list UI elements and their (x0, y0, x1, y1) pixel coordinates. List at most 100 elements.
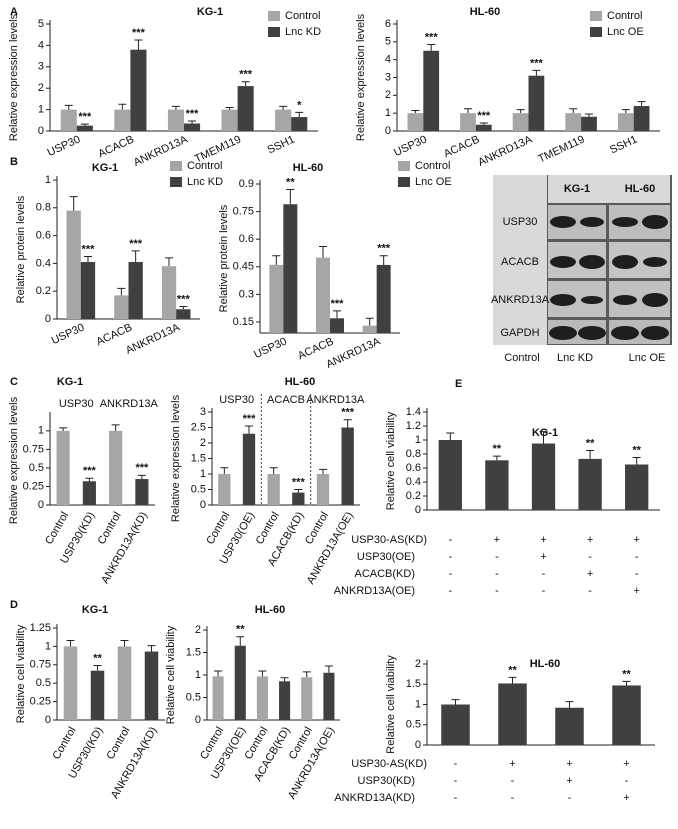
condition-mark: - (542, 568, 546, 580)
legend-swatch (590, 11, 602, 21)
blot-lane-label: Lnc KD (557, 352, 593, 364)
bar (90, 670, 105, 720)
bar (117, 646, 132, 720)
y-tick-label: 1 (45, 174, 51, 186)
blot-header: KG-1 (564, 183, 590, 195)
error-bar (379, 255, 388, 265)
y-tick-label: 0.4 (406, 476, 421, 488)
y-tick-label: 0.3 (239, 288, 254, 300)
y-tick-label: 5 (38, 18, 44, 30)
blot-row-label: ANKRD13A (491, 294, 550, 306)
bar (625, 464, 649, 510)
error-bar (411, 109, 420, 114)
bar (144, 651, 159, 720)
y-tick-label: 0.6 (36, 230, 51, 242)
bar (438, 440, 462, 510)
bar (528, 75, 545, 131)
error-bar (324, 665, 333, 673)
significance-label: *** (292, 476, 306, 488)
blot-row-label: USP30 (503, 216, 538, 228)
error-bar (427, 44, 436, 51)
y-axis-label: Relative protein levels (15, 195, 27, 303)
y-axis-label: Relative cell viability (385, 411, 397, 510)
y-tick-label: 3 (385, 71, 391, 83)
y-tick-label: 1.25 (30, 622, 51, 634)
legend-swatch (398, 177, 410, 187)
y-tick-label: 0.5 (406, 719, 421, 731)
bar (66, 210, 81, 319)
significance-label: ** (493, 443, 502, 455)
bar (80, 262, 96, 319)
error-bar (111, 424, 120, 431)
error-bar (241, 81, 250, 87)
condition-mark: - (448, 551, 452, 563)
y-tick-label: 1.4 (406, 406, 421, 418)
group-label: USP30 (219, 394, 254, 406)
significance-label: *** (477, 110, 491, 122)
error-bar (280, 677, 289, 682)
error-bar (621, 109, 630, 114)
y-tick-label: 1 (415, 698, 421, 710)
bar (323, 672, 335, 720)
bar (555, 707, 584, 745)
error-bar (165, 257, 174, 267)
chart-title: HL-60 (530, 658, 561, 670)
significance-label: *** (83, 465, 97, 477)
y-tick-label: 0.6 (239, 233, 254, 245)
significance-label: *** (377, 243, 391, 255)
y-tick-label: 1 (200, 468, 206, 480)
y-tick-label: 0 (200, 499, 206, 511)
significance-label: ** (93, 652, 102, 664)
group-label: USP30 (59, 398, 94, 410)
y-tick-label: 1.5 (406, 678, 421, 690)
error-bar (302, 671, 311, 678)
error-bar (294, 489, 303, 493)
blot-bands (549, 215, 669, 340)
bar (128, 262, 143, 319)
condition-mark: - (511, 792, 515, 804)
condition-mark: + (540, 534, 546, 546)
condition-mark: - (454, 792, 458, 804)
y-tick-label: 1 (385, 107, 391, 119)
legend-label: Lnc KD (285, 26, 321, 38)
significance-label: *** (331, 298, 345, 310)
y-axis-label: Relative expression levels (355, 13, 367, 141)
y-tick-label: 0.75 (30, 659, 51, 671)
error-bar (258, 670, 267, 677)
error-bar (245, 425, 253, 434)
y-axis-label: Relative cell viability (15, 624, 27, 723)
error-bar (586, 450, 595, 459)
condition-mark: + (566, 758, 572, 770)
y-tick-label: 0.6 (406, 462, 421, 474)
bar (283, 204, 298, 333)
chart-title: KG-1 (92, 162, 118, 174)
significance-label: ** (286, 176, 295, 188)
error-bar (131, 250, 140, 263)
y-tick-label: 0.2 (36, 285, 51, 297)
y-tick-label: 0.25 (23, 480, 44, 492)
blot-header: HL-60 (625, 183, 656, 195)
y-axis-label: Relative cell viability (165, 625, 177, 724)
condition-mark: + (566, 775, 572, 787)
error-bar (64, 104, 73, 110)
blot-row-label: GAPDH (500, 327, 539, 339)
group-label: ANKRD13A (100, 398, 159, 410)
error-bar (93, 665, 102, 671)
condition-mark: - (588, 551, 592, 563)
condition-mark: - (635, 551, 639, 563)
bar (212, 676, 224, 720)
y-tick-label: 0.5 (36, 677, 51, 689)
error-bar (479, 122, 488, 125)
bar (407, 113, 424, 131)
condition-mark: - (625, 775, 629, 787)
x-tick-label: Control (104, 725, 132, 762)
significance-label: ** (236, 624, 245, 636)
condition-label: USP30(OE) (357, 551, 415, 563)
y-tick-label: 1 (45, 640, 51, 652)
significance-label: *** (530, 57, 544, 69)
condition-mark: - (448, 585, 452, 597)
error-bar (83, 255, 92, 263)
chart-title: KG-1 (57, 376, 83, 388)
x-tick-label: Control (43, 510, 71, 547)
